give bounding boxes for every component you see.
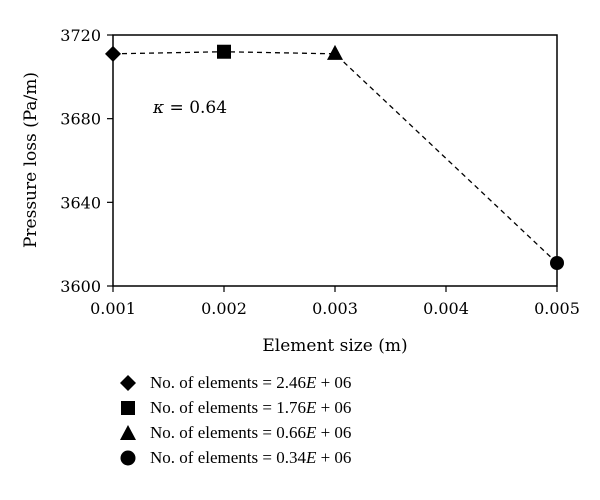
legend-item: No. of elements = 0.66E + 06 bbox=[118, 420, 351, 445]
legend-label: No. of elements = 0.34 bbox=[150, 447, 306, 467]
annotation: κ = 0.64 bbox=[152, 98, 227, 118]
legend-label: No. of elements = 1.76 bbox=[150, 397, 306, 417]
x-tick-label: 0.004 bbox=[423, 299, 469, 318]
legend-label-suffix: + 06 bbox=[316, 422, 352, 442]
legend-label-e: E bbox=[305, 422, 317, 442]
y-tick-label: 3680 bbox=[60, 110, 101, 129]
legend-label: No. of elements = 2.46 bbox=[150, 372, 306, 392]
triangle-icon bbox=[120, 424, 136, 440]
legend-label-suffix: + 06 bbox=[316, 447, 352, 467]
circle-icon bbox=[120, 450, 136, 465]
x-axis-label: Element size (m) bbox=[262, 336, 407, 356]
legend-label-e: E bbox=[305, 397, 317, 417]
series-line bbox=[112, 51, 558, 264]
legend-item: No. of elements = 2.46E + 06 bbox=[118, 370, 351, 395]
chart: 0.001 0.002 0.003 0.004 0.005 3600 3640 3680 37… bbox=[21, 26, 580, 356]
legend: No. of elements = 2.46E + 06 No. of elem… bbox=[118, 370, 351, 470]
legend-label-suffix: + 06 bbox=[316, 397, 352, 417]
data-point-triangle bbox=[327, 44, 343, 60]
legend-item: No. of elements = 1.76E + 06 bbox=[118, 395, 351, 420]
x-tick-label: 0.003 bbox=[312, 299, 358, 318]
y-tick-label: 3640 bbox=[60, 193, 101, 212]
x-tick-label: 0.005 bbox=[534, 299, 580, 318]
diamond-icon bbox=[120, 374, 136, 391]
plot-area bbox=[112, 34, 558, 287]
legend-label-e: E bbox=[305, 447, 317, 467]
y-tick-label: 3720 bbox=[60, 26, 101, 45]
x-tick-label: 0.002 bbox=[201, 299, 247, 318]
x-tick-label: 0.001 bbox=[90, 299, 136, 318]
annotation-symbol: κ bbox=[152, 98, 164, 118]
legend-label-e: E bbox=[305, 372, 317, 392]
y-axis-label: Pressure loss (Pa/m) bbox=[21, 72, 41, 248]
data-point-diamond bbox=[105, 45, 121, 62]
legend-label-suffix: + 06 bbox=[316, 372, 352, 392]
data-markers bbox=[105, 44, 564, 270]
data-point-circle bbox=[550, 255, 564, 270]
y-axis-ticks: 3600 3640 3680 3720 bbox=[60, 26, 113, 296]
y-tick-label: 3600 bbox=[60, 277, 101, 296]
annotation-text: = 0.64 bbox=[164, 98, 227, 118]
legend-label: No. of elements = 0.66 bbox=[150, 422, 306, 442]
square-icon bbox=[121, 400, 135, 415]
x-axis-ticks: 0.001 0.002 0.003 0.004 0.005 bbox=[90, 286, 580, 318]
legend-item: No. of elements = 0.34E + 06 bbox=[118, 445, 351, 470]
data-point-square bbox=[217, 44, 231, 59]
